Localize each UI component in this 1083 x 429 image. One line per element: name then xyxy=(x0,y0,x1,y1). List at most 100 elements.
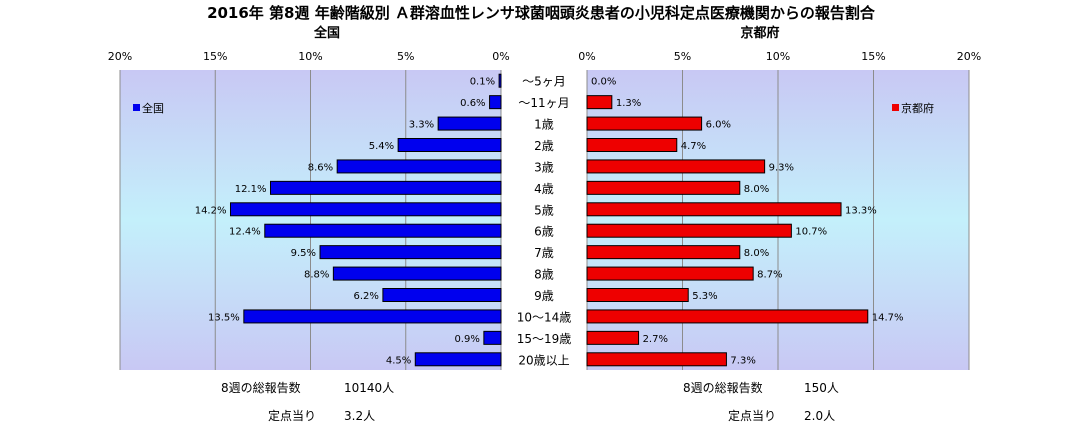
right-data-label: 8.0% xyxy=(744,184,769,195)
left-bar xyxy=(243,309,502,324)
right-data-label: 6.0% xyxy=(706,120,731,131)
right-legend-label: 京都府 xyxy=(901,101,934,115)
right-bar xyxy=(586,159,766,174)
left-data-label: 8.8% xyxy=(304,270,329,281)
category-label: 7歳 xyxy=(534,246,554,260)
right-legend-swatch xyxy=(892,104,899,111)
left-tick-label: 0% xyxy=(492,50,509,63)
left-legend-swatch xyxy=(133,104,140,111)
category-label: 15〜19歳 xyxy=(517,332,572,346)
category-label: 〜11ヶ月 xyxy=(518,96,569,110)
left-bar xyxy=(264,223,502,238)
right-bar xyxy=(586,352,727,367)
left-bar xyxy=(483,330,502,345)
left-tick-label: 5% xyxy=(397,50,414,63)
right-legend: 京都府 xyxy=(892,101,934,115)
category-label: 2歳 xyxy=(534,139,554,153)
category-label: 3歳 xyxy=(534,160,554,174)
left-data-label: 14.2% xyxy=(195,205,227,216)
category-label: 20歳以上 xyxy=(518,353,569,367)
right-total-value: 150人 xyxy=(804,381,839,395)
right-footer: 8週の総報告数 150人 定点当り 2.0人 xyxy=(683,380,839,423)
left-data-label: 0.9% xyxy=(454,334,479,345)
right-per-value: 2.0人 xyxy=(804,409,835,423)
category-label: 5歳 xyxy=(534,203,554,217)
category-label: 〜5ヶ月 xyxy=(522,75,566,89)
right-data-label: 4.7% xyxy=(681,141,706,152)
left-bar xyxy=(382,288,502,302)
left-data-label: 12.4% xyxy=(229,227,261,238)
left-tick-label: 15% xyxy=(203,50,227,63)
right-bar xyxy=(586,309,869,324)
left-bar xyxy=(489,95,502,110)
right-bar xyxy=(586,245,741,260)
right-data-label: 9.3% xyxy=(769,162,794,173)
left-bar xyxy=(319,245,502,260)
right-data-label: 14.7% xyxy=(872,312,904,323)
right-bar xyxy=(586,330,640,345)
category-label: 10〜14歳 xyxy=(517,310,572,324)
left-data-label: 13.5% xyxy=(208,312,240,323)
right-tick-label: 15% xyxy=(861,50,885,63)
category-label: 6歳 xyxy=(534,225,554,239)
right-total-label: 8週の総報告数 xyxy=(683,380,763,395)
right-data-label: 1.3% xyxy=(616,98,641,109)
right-bar xyxy=(586,180,741,195)
right-data-label: 0.0% xyxy=(591,77,616,88)
category-label: 4歳 xyxy=(534,182,554,196)
left-data-label: 4.5% xyxy=(386,355,411,366)
left-data-label: 12.1% xyxy=(235,184,267,195)
left-bar xyxy=(332,266,502,281)
left-data-label: 6.2% xyxy=(353,291,378,302)
right-bars: 0.0%1.3%6.0%4.7%9.3%8.0%13.3%10.7%8.0%8.… xyxy=(586,77,904,367)
right-per-label: 定点当り xyxy=(728,408,776,423)
left-bars: 0.1% 0.6% 3.3% 5.4% 8.6% 12.1% 14.2%12.4% 9.5% 8… xyxy=(195,73,502,367)
left-data-label: 0.6% xyxy=(460,98,485,109)
left-per-label: 定点当り xyxy=(268,408,316,423)
left-tick-labels: 20% 15% 10% 5% 0% xyxy=(108,50,510,63)
left-bar xyxy=(498,73,502,88)
right-panel-title: 京都府 xyxy=(740,25,779,41)
right-tick-label: 20% xyxy=(957,50,981,63)
category-labels: 〜5ヶ月〜11ヶ月 1歳 2歳 3歳 4歳 5歳 6歳 7歳 8歳 9歳 10〜14歳 15〜19歳 2… xyxy=(517,75,572,368)
category-label: 1歳 xyxy=(534,118,554,132)
right-bar xyxy=(586,116,703,131)
right-tick-labels: 0% 5% 10% 15% 20% xyxy=(578,50,981,63)
left-legend-label: 全国 xyxy=(142,101,164,115)
right-bar xyxy=(586,95,613,110)
right-bar xyxy=(586,138,678,152)
left-legend: 全国 xyxy=(133,101,164,115)
left-bar xyxy=(437,116,502,131)
right-data-label: 7.3% xyxy=(730,355,755,366)
left-total-label: 8週の総報告数 xyxy=(221,380,301,395)
right-data-label: 13.3% xyxy=(845,205,877,216)
right-data-label: 8.7% xyxy=(757,270,782,281)
right-data-label: 8.0% xyxy=(744,248,769,259)
left-bar xyxy=(397,138,502,152)
left-panel-title: 全国 xyxy=(313,25,340,41)
left-tick-label: 20% xyxy=(108,50,132,63)
right-bar xyxy=(586,266,754,281)
chart-title: 2016年 第8週 年齢階級別 Ａ群溶血性レンサ球菌咽頭炎患者の小児科定点医療機… xyxy=(207,4,876,22)
left-bar xyxy=(229,202,502,217)
right-bar xyxy=(586,288,689,302)
category-label: 9歳 xyxy=(534,289,554,303)
left-per-value: 3.2人 xyxy=(344,409,375,423)
left-data-label: 3.3% xyxy=(409,120,434,131)
left-bar xyxy=(336,159,502,174)
right-data-label: 2.7% xyxy=(643,334,668,345)
left-footer: 8週の総報告数 10140人 定点当り 3.2人 xyxy=(221,380,394,423)
right-tick-label: 5% xyxy=(674,50,691,63)
left-bar xyxy=(269,180,502,195)
left-total-value: 10140人 xyxy=(344,381,394,395)
left-tick-label: 10% xyxy=(298,50,322,63)
left-bar xyxy=(414,352,502,367)
left-data-label: 9.5% xyxy=(291,248,316,259)
right-tick-label: 0% xyxy=(578,50,595,63)
left-data-label: 5.4% xyxy=(369,141,394,152)
left-data-label: 8.6% xyxy=(308,162,333,173)
category-label: 8歳 xyxy=(534,268,554,282)
left-data-label: 0.1% xyxy=(470,77,495,88)
right-bar xyxy=(586,223,792,238)
